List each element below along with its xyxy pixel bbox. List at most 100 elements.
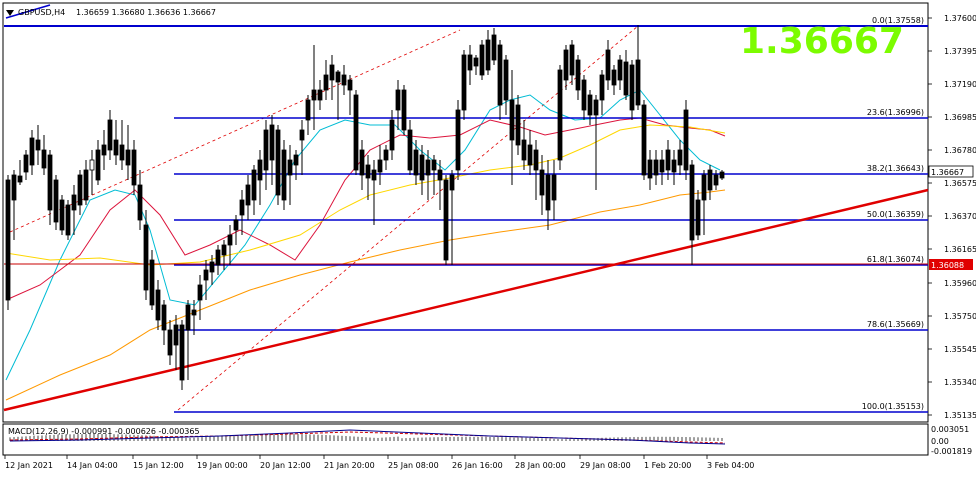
candle-body: [53, 179, 59, 223]
candle-body: [221, 244, 227, 256]
candle-body: [59, 199, 65, 231]
candle-body: [311, 89, 317, 101]
candle-body: [713, 174, 719, 186]
time-tick-label: 29 Jan 08:00: [580, 461, 631, 470]
candle-body: [563, 49, 569, 81]
candle-body: [167, 329, 173, 356]
main-chart-frame: [2, 2, 929, 423]
candle-body: [191, 309, 197, 316]
candle-body: [509, 99, 515, 141]
price-tick-label: 1.37600: [944, 14, 976, 23]
macd-tick-bottom: -0.001819: [931, 447, 972, 456]
price-tick-label: 1.36575: [944, 179, 976, 188]
price-tick-label: 1.35135: [944, 411, 976, 420]
candle-body: [155, 289, 161, 321]
candle-body: [551, 174, 557, 201]
time-axis: 12 Jan 2021 14 Jan 04:00 15 Jan 12:00 19 Ja…: [4, 455, 754, 470]
candle-body: [689, 164, 695, 241]
candle-body: [239, 199, 245, 216]
fib-level-label: 23.6(1.36996): [867, 108, 924, 117]
moving-average-line: [5, 89, 721, 381]
chart-menu-triangle-icon[interactable]: [6, 10, 14, 16]
big-current-price: 1.36667: [740, 21, 904, 62]
candle-body: [305, 99, 311, 121]
macd-indicator: [9, 429, 726, 445]
candle-body: [287, 159, 293, 176]
candle-body: [611, 69, 617, 86]
time-tick-label: 21 Jan 20:00: [324, 461, 375, 470]
candle-body: [395, 89, 401, 111]
candle-body: [119, 144, 125, 161]
candle-body: [227, 234, 233, 246]
candle-body: [521, 139, 527, 161]
candle-body: [107, 119, 113, 151]
time-tick-label: 15 Jan 12:00: [133, 461, 184, 470]
macd-tick-top: 0.003051: [931, 425, 969, 434]
candle-body: [659, 159, 665, 173]
moving-average-line: [5, 117, 726, 301]
marked-price-marker: 1.36088: [929, 259, 973, 270]
arrow-drawing-line[interactable]: [5, 4, 51, 19]
rising-trendline[interactable]: [3, 188, 929, 412]
candle-body: [413, 149, 419, 176]
candle-body: [719, 171, 725, 179]
candle-body: [653, 159, 659, 176]
candle-body: [425, 159, 431, 176]
candle-body: [125, 149, 131, 166]
candle-body: [431, 159, 437, 171]
candle-body: [527, 144, 533, 166]
candle-body: [17, 175, 23, 183]
marked-price-label: 1.36088: [931, 261, 964, 270]
candle-body: [353, 94, 359, 171]
candle-body: [41, 149, 47, 169]
candle-body: [371, 169, 377, 181]
candle-body: [503, 59, 509, 101]
candle-body: [83, 169, 89, 201]
candle-body: [575, 59, 581, 91]
candle-body: [365, 164, 371, 179]
candle-body: [95, 149, 101, 181]
price-tick-label: 1.35340: [944, 378, 976, 387]
time-tick-label: 14 Jan 04:00: [67, 461, 118, 470]
candle-body: [581, 79, 587, 111]
time-tick-label: 19 Jan 00:00: [197, 461, 248, 470]
candle-body: [617, 59, 623, 81]
candle-body: [377, 159, 383, 173]
candle-body: [671, 159, 677, 173]
candle-body: [299, 129, 305, 141]
candle-body: [161, 304, 167, 331]
candle-body: [533, 149, 539, 171]
candle-body: [515, 104, 521, 146]
time-tick-label: 25 Jan 08:00: [388, 461, 439, 470]
time-tick-label: 3 Feb 04:00: [707, 461, 754, 470]
candle-body: [599, 74, 605, 101]
candle-body: [485, 39, 491, 71]
candle-body: [629, 64, 635, 111]
candle-body: [329, 64, 335, 81]
candle-body: [185, 304, 191, 331]
channel-dashed-line[interactable]: [9, 29, 461, 233]
candle-body: [359, 149, 365, 176]
candle-body: [293, 154, 299, 166]
candle-body: [335, 71, 341, 83]
candle-body: [401, 89, 407, 131]
candle-body: [707, 169, 713, 191]
candle-body: [623, 61, 629, 96]
candle-body: [137, 184, 143, 221]
fib-level-label: 61.8(1.36074): [867, 255, 924, 264]
macd-label: MACD(12,26,9) -0.000991 -0.000626 -0.000…: [8, 427, 200, 436]
candle-body: [77, 174, 83, 206]
candle-body: [467, 54, 473, 71]
price-tick-label: 1.35960: [944, 279, 976, 288]
moving-averages: [5, 89, 726, 401]
candle-body: [665, 149, 671, 171]
price-axis[interactable]: 1.37600 1.37395 1.37190 1.36985 1.36780 1.365…: [928, 14, 976, 420]
candle-body: [317, 89, 323, 101]
candle-body: [113, 139, 119, 156]
candle-body: [407, 129, 413, 171]
time-tick-label: 20 Jan 12:00: [260, 461, 311, 470]
candle-body: [701, 174, 707, 201]
price-tick-label: 1.37395: [944, 47, 976, 56]
